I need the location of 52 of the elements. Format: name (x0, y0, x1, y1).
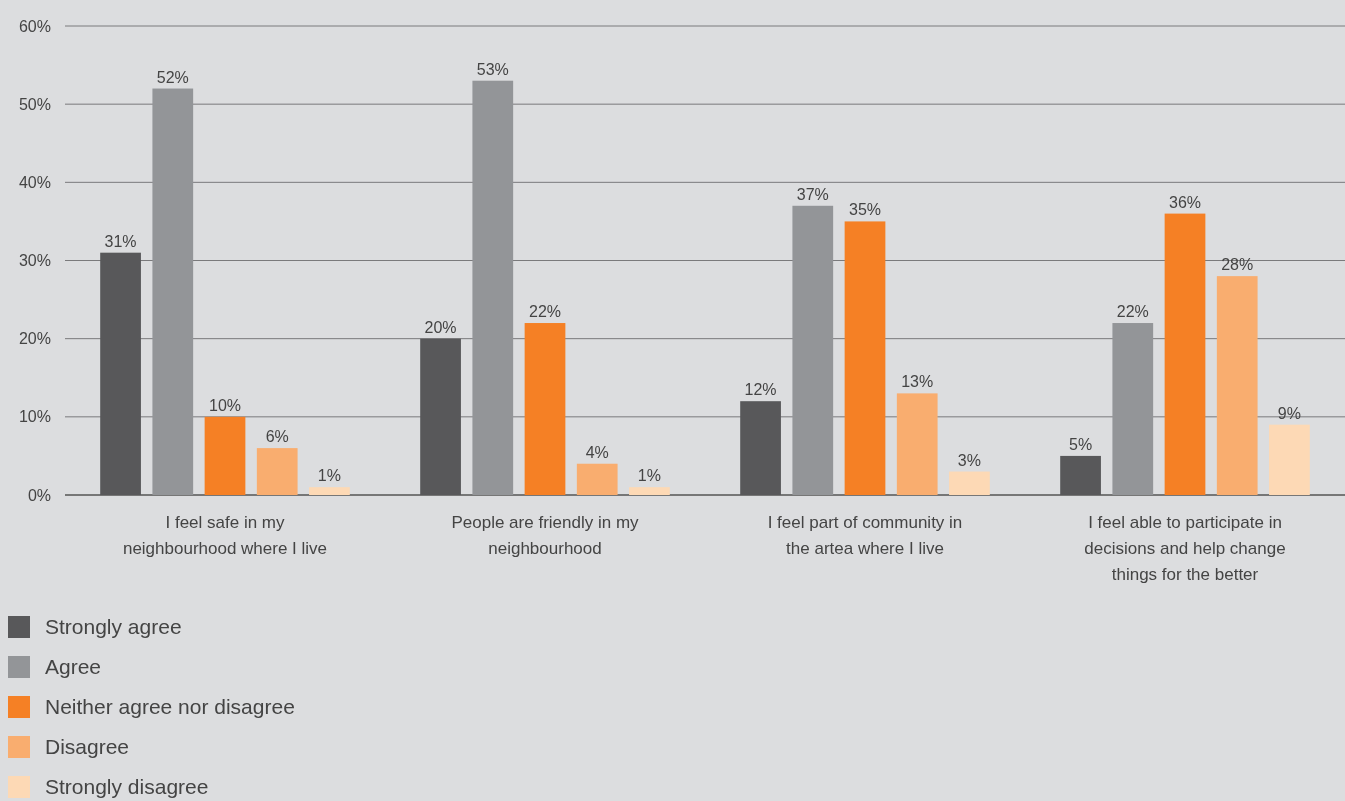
data-label: 6% (265, 428, 289, 446)
data-label: 1% (317, 467, 341, 485)
data-label: 31% (104, 232, 137, 250)
bar (1164, 213, 1206, 495)
x-tick-label: People are friendly in my neighbourhood (451, 513, 640, 558)
x-tick-label: I feel safe in my neighbourhood where I live (122, 513, 328, 558)
y-tick-label: 60% (18, 17, 51, 35)
legend-label: Strongly disagree (45, 775, 209, 799)
data-label: 3% (957, 451, 981, 469)
x-tick-label: I feel part of community in the artea where I live (767, 513, 963, 558)
bar (309, 487, 350, 495)
bar (472, 80, 514, 495)
data-label: 35% (848, 201, 882, 219)
bar (1112, 323, 1154, 495)
data-label: 36% (1168, 193, 1202, 211)
bar (896, 393, 938, 495)
data-label: 9% (1277, 404, 1301, 422)
legend-label: Neither agree nor disagree (45, 695, 295, 719)
bar (576, 463, 618, 495)
data-label: 12% (744, 381, 777, 399)
bar (152, 88, 194, 495)
y-tick-label: 0% (27, 486, 51, 504)
data-label: 10% (208, 396, 242, 414)
data-label: 13% (901, 373, 934, 391)
data-label: 1% (637, 467, 661, 485)
bar (792, 205, 834, 495)
data-label: 22% (528, 303, 562, 321)
bar (629, 487, 670, 495)
legend-label: Strongly agree (45, 615, 182, 639)
y-tick-label: 30% (18, 252, 51, 270)
bar (844, 221, 886, 495)
data-label: 22% (1116, 303, 1149, 321)
data-label: 4% (585, 443, 609, 461)
y-tick-label: 10% (18, 408, 51, 426)
bar (256, 448, 298, 495)
data-label: 28% (1221, 256, 1254, 274)
y-tick-label: 20% (18, 330, 51, 348)
bar (204, 416, 246, 495)
legend-label: Disagree (45, 735, 130, 759)
data-label: 52% (156, 68, 189, 86)
bar (949, 471, 990, 495)
data-label: 53% (476, 60, 509, 78)
data-label: 20% (424, 318, 457, 336)
legend-label: Agree (45, 655, 102, 679)
data-label: 37% (796, 185, 829, 203)
bar (524, 323, 566, 495)
data-label: 5% (1069, 435, 1093, 453)
y-tick-label: 40% (18, 173, 51, 191)
bar (1269, 424, 1310, 495)
bar (1216, 276, 1258, 495)
y-tick-label: 50% (18, 95, 51, 113)
x-tick-label: I feel able to participate in decisions and help change things for the better (1084, 513, 1286, 584)
